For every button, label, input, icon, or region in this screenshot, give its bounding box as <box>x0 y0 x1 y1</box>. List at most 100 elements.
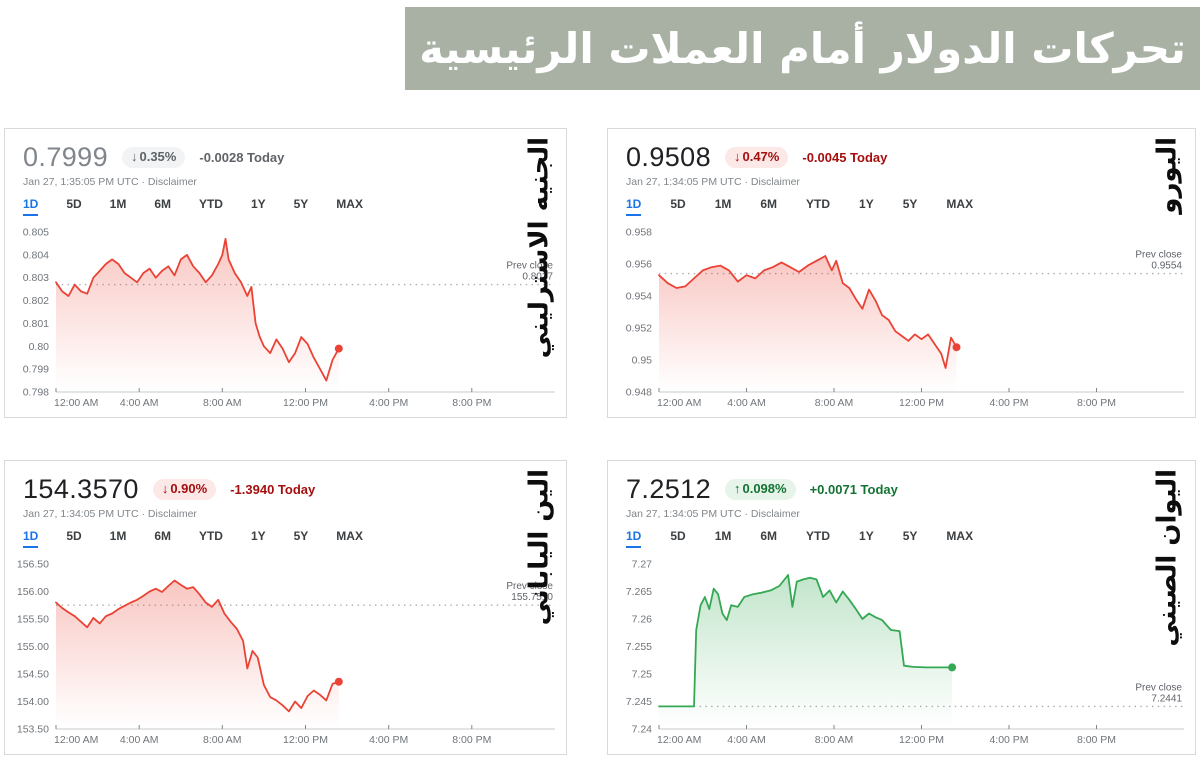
price-chart-gbp[interactable]: 0.805 0.804 0.803 0.802 0.801 0.80 0.799 0.798 P… <box>6 224 565 414</box>
svg-text:155.7510: 155.7510 <box>511 592 553 603</box>
currency-card-gbp: 0.7999 ↓ 0.35% -0.0028 Today Jan 27, 1:35… <box>4 128 567 418</box>
tab-1y[interactable]: 1Y <box>250 529 266 543</box>
tab-1m[interactable]: 1M <box>109 197 127 211</box>
tab-1m[interactable]: 1M <box>714 197 732 211</box>
tab-6m[interactable]: 6M <box>760 197 778 211</box>
tab-max[interactable]: MAX <box>946 197 974 211</box>
svg-text:7.25: 7.25 <box>632 669 653 681</box>
svg-text:0.804: 0.804 <box>23 249 49 261</box>
card-header: 0.9508 ↓ 0.47% -0.0045 Today Jan 27, 1:34… <box>608 129 1195 216</box>
up-arrow-icon: ↑ <box>733 481 741 497</box>
svg-text:0.95: 0.95 <box>632 355 653 367</box>
svg-text:8:00 AM: 8:00 AM <box>815 397 854 409</box>
currency-card-jpy: 154.3570 ↓ 0.90% -1.3940 Today Jan 27, 1:… <box>4 460 567 755</box>
svg-text:155.50: 155.50 <box>17 614 49 626</box>
disclaimer-link[interactable]: Disclaimer <box>750 508 800 520</box>
svg-text:154.50: 154.50 <box>17 669 49 681</box>
change-percent: 0.47% <box>742 149 780 165</box>
svg-text:Prev close: Prev close <box>1135 250 1182 261</box>
tab-6m[interactable]: 6M <box>154 529 171 543</box>
tab-6m[interactable]: 6M <box>760 529 778 543</box>
disclaimer-link[interactable]: Disclaimer <box>750 176 800 188</box>
tab-1m[interactable]: 1M <box>714 529 732 543</box>
disclaimer-link[interactable]: Disclaimer <box>147 508 197 520</box>
svg-text:12:00 AM: 12:00 AM <box>54 734 98 746</box>
svg-text:4:00 AM: 4:00 AM <box>120 734 159 746</box>
change-percent-badge: ↓ 0.35% <box>121 147 186 168</box>
currency-card-cny: 7.2512 ↑ 0.098% +0.0071 Today Jan 27, 1:3… <box>607 460 1196 755</box>
svg-text:8:00 AM: 8:00 AM <box>203 397 242 409</box>
timestamp: Jan 27, 1:34:05 PM UTC <box>23 508 139 520</box>
tab-6m[interactable]: 6M <box>154 197 171 211</box>
svg-text:Prev close: Prev close <box>506 261 553 272</box>
tab-1y[interactable]: 1Y <box>859 529 874 543</box>
tab-1d[interactable]: 1D <box>626 197 642 216</box>
disclaimer-link[interactable]: Disclaimer <box>147 176 197 188</box>
price-value: 0.9508 <box>626 142 711 172</box>
tab-1d[interactable]: 1D <box>626 529 642 548</box>
timestamp: Jan 27, 1:34:05 PM UTC <box>626 176 742 188</box>
svg-text:153.50: 153.50 <box>17 724 49 736</box>
tab-1d[interactable]: 1D <box>23 197 39 216</box>
svg-text:4:00 PM: 4:00 PM <box>989 397 1028 409</box>
price-chart-eur[interactable]: 0.958 0.956 0.954 0.952 0.95 0.948 Prev close 0… <box>609 224 1194 414</box>
svg-text:7.2441: 7.2441 <box>1151 693 1182 704</box>
tab-1y[interactable]: 1Y <box>859 197 874 211</box>
tab-max[interactable]: MAX <box>336 197 363 211</box>
svg-text:12:00 AM: 12:00 AM <box>54 397 98 409</box>
tab-5d[interactable]: 5D <box>670 197 686 211</box>
svg-text:8:00 PM: 8:00 PM <box>1077 734 1116 746</box>
tab-5d[interactable]: 5D <box>66 197 82 211</box>
svg-text:154.00: 154.00 <box>17 696 49 708</box>
timestamp: Jan 27, 1:34:05 PM UTC <box>626 508 742 520</box>
card-header: 7.2512 ↑ 0.098% +0.0071 Today Jan 27, 1:3… <box>608 461 1195 548</box>
tab-5d[interactable]: 5D <box>670 529 686 543</box>
svg-text:8:00 AM: 8:00 AM <box>815 734 854 746</box>
down-arrow-icon: ↓ <box>733 149 741 165</box>
tab-max[interactable]: MAX <box>946 529 974 543</box>
currency-name-arabic-jpy: الين الياباني <box>524 469 554 626</box>
tab-ytd[interactable]: YTD <box>198 197 223 211</box>
svg-text:12:00 PM: 12:00 PM <box>899 397 944 409</box>
svg-text:4:00 PM: 4:00 PM <box>989 734 1028 746</box>
tab-ytd[interactable]: YTD <box>806 197 831 211</box>
tab-5y[interactable]: 5Y <box>293 197 309 211</box>
tab-1y[interactable]: 1Y <box>250 197 266 211</box>
tab-5y[interactable]: 5Y <box>902 197 918 211</box>
change-percent: 0.35% <box>139 149 177 165</box>
change-percent: 0.098% <box>742 481 787 497</box>
svg-text:155.00: 155.00 <box>17 641 49 653</box>
tab-5y[interactable]: 5Y <box>902 529 918 543</box>
separator: · <box>744 508 748 520</box>
svg-text:0.948: 0.948 <box>626 387 652 399</box>
svg-text:156.00: 156.00 <box>17 586 49 598</box>
svg-text:0.956: 0.956 <box>626 259 652 271</box>
change-percent-badge: ↓ 0.90% <box>152 479 217 500</box>
svg-text:7.27: 7.27 <box>632 559 653 571</box>
svg-text:Prev close: Prev close <box>506 581 553 592</box>
svg-text:7.265: 7.265 <box>626 586 652 598</box>
tab-ytd[interactable]: YTD <box>806 529 831 543</box>
tab-5d[interactable]: 5D <box>66 529 82 543</box>
change-percent-badge: ↓ 0.47% <box>724 147 789 168</box>
card-header: 0.7999 ↓ 0.35% -0.0028 Today Jan 27, 1:35… <box>5 129 566 216</box>
svg-text:0.802: 0.802 <box>23 295 49 307</box>
svg-text:4:00 PM: 4:00 PM <box>369 397 408 409</box>
tab-1m[interactable]: 1M <box>109 529 127 543</box>
tab-1d[interactable]: 1D <box>23 529 39 548</box>
svg-text:12:00 PM: 12:00 PM <box>283 397 328 409</box>
tab-max[interactable]: MAX <box>336 529 363 543</box>
currency-name-arabic-cny: اليوان الصيني <box>1153 469 1183 647</box>
svg-text:0.801: 0.801 <box>23 318 49 330</box>
price-chart-cny[interactable]: 7.27 7.265 7.26 7.255 7.25 7.245 7.24 Prev clos… <box>609 556 1194 751</box>
svg-text:0.798: 0.798 <box>23 387 49 399</box>
price-value: 0.7999 <box>23 142 108 172</box>
svg-text:0.80: 0.80 <box>29 341 50 353</box>
headline-title: تحركات الدولار أمام العملات الرئيسية <box>419 23 1186 73</box>
svg-text:0.803: 0.803 <box>23 272 49 284</box>
down-arrow-icon: ↓ <box>130 149 138 165</box>
tab-ytd[interactable]: YTD <box>198 529 223 543</box>
tab-5y[interactable]: 5Y <box>293 529 309 543</box>
price-chart-jpy[interactable]: 156.50 156.00 155.50 155.00 154.50 154.00 153.… <box>6 556 565 751</box>
